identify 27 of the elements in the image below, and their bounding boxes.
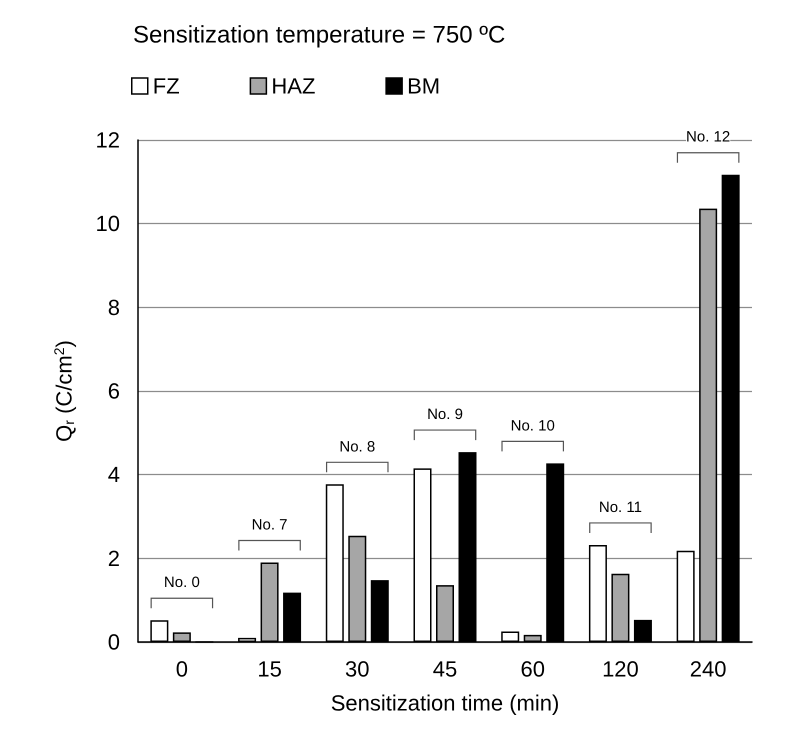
annotation: No. 12 [686, 128, 730, 146]
x-tick-label: 45 [432, 656, 458, 682]
chart-title: Sensitization temperature = 750 ºC [133, 22, 506, 48]
y-tick-label: 2 [108, 546, 120, 571]
annotation: No. 0 [164, 574, 200, 592]
x-tick-label: 240 [690, 656, 726, 682]
x-tick-label: 30 [345, 656, 370, 682]
x-tick-label: 15 [257, 656, 282, 682]
y-tick-label: 4 [108, 462, 120, 488]
legend-label: FZ [152, 74, 180, 98]
y-tick-label: 0 [108, 630, 120, 654]
legend-label: BM [407, 74, 440, 98]
x-tick-label: 120 [602, 656, 639, 682]
legend-label: HAZ [271, 74, 316, 98]
annotation: No. 11 [598, 498, 642, 516]
y-tick-label: 6 [108, 378, 120, 404]
x-tick-label: 0 [176, 656, 188, 682]
annotation: No. 9 [427, 406, 463, 424]
y-tick-label: 12 [96, 128, 120, 152]
annotation: No. 7 [252, 516, 288, 534]
y-tick-label: 8 [108, 294, 120, 320]
annotation: No. 10 [510, 417, 555, 434]
x-axis-title: Sensitization time (min) [330, 690, 560, 716]
y-tick-label: 10 [96, 211, 120, 236]
x-tick-label: 60 [520, 656, 545, 682]
annotation: No. 8 [339, 438, 376, 456]
y-axis-title: Qr (C/cm2) [51, 340, 77, 442]
